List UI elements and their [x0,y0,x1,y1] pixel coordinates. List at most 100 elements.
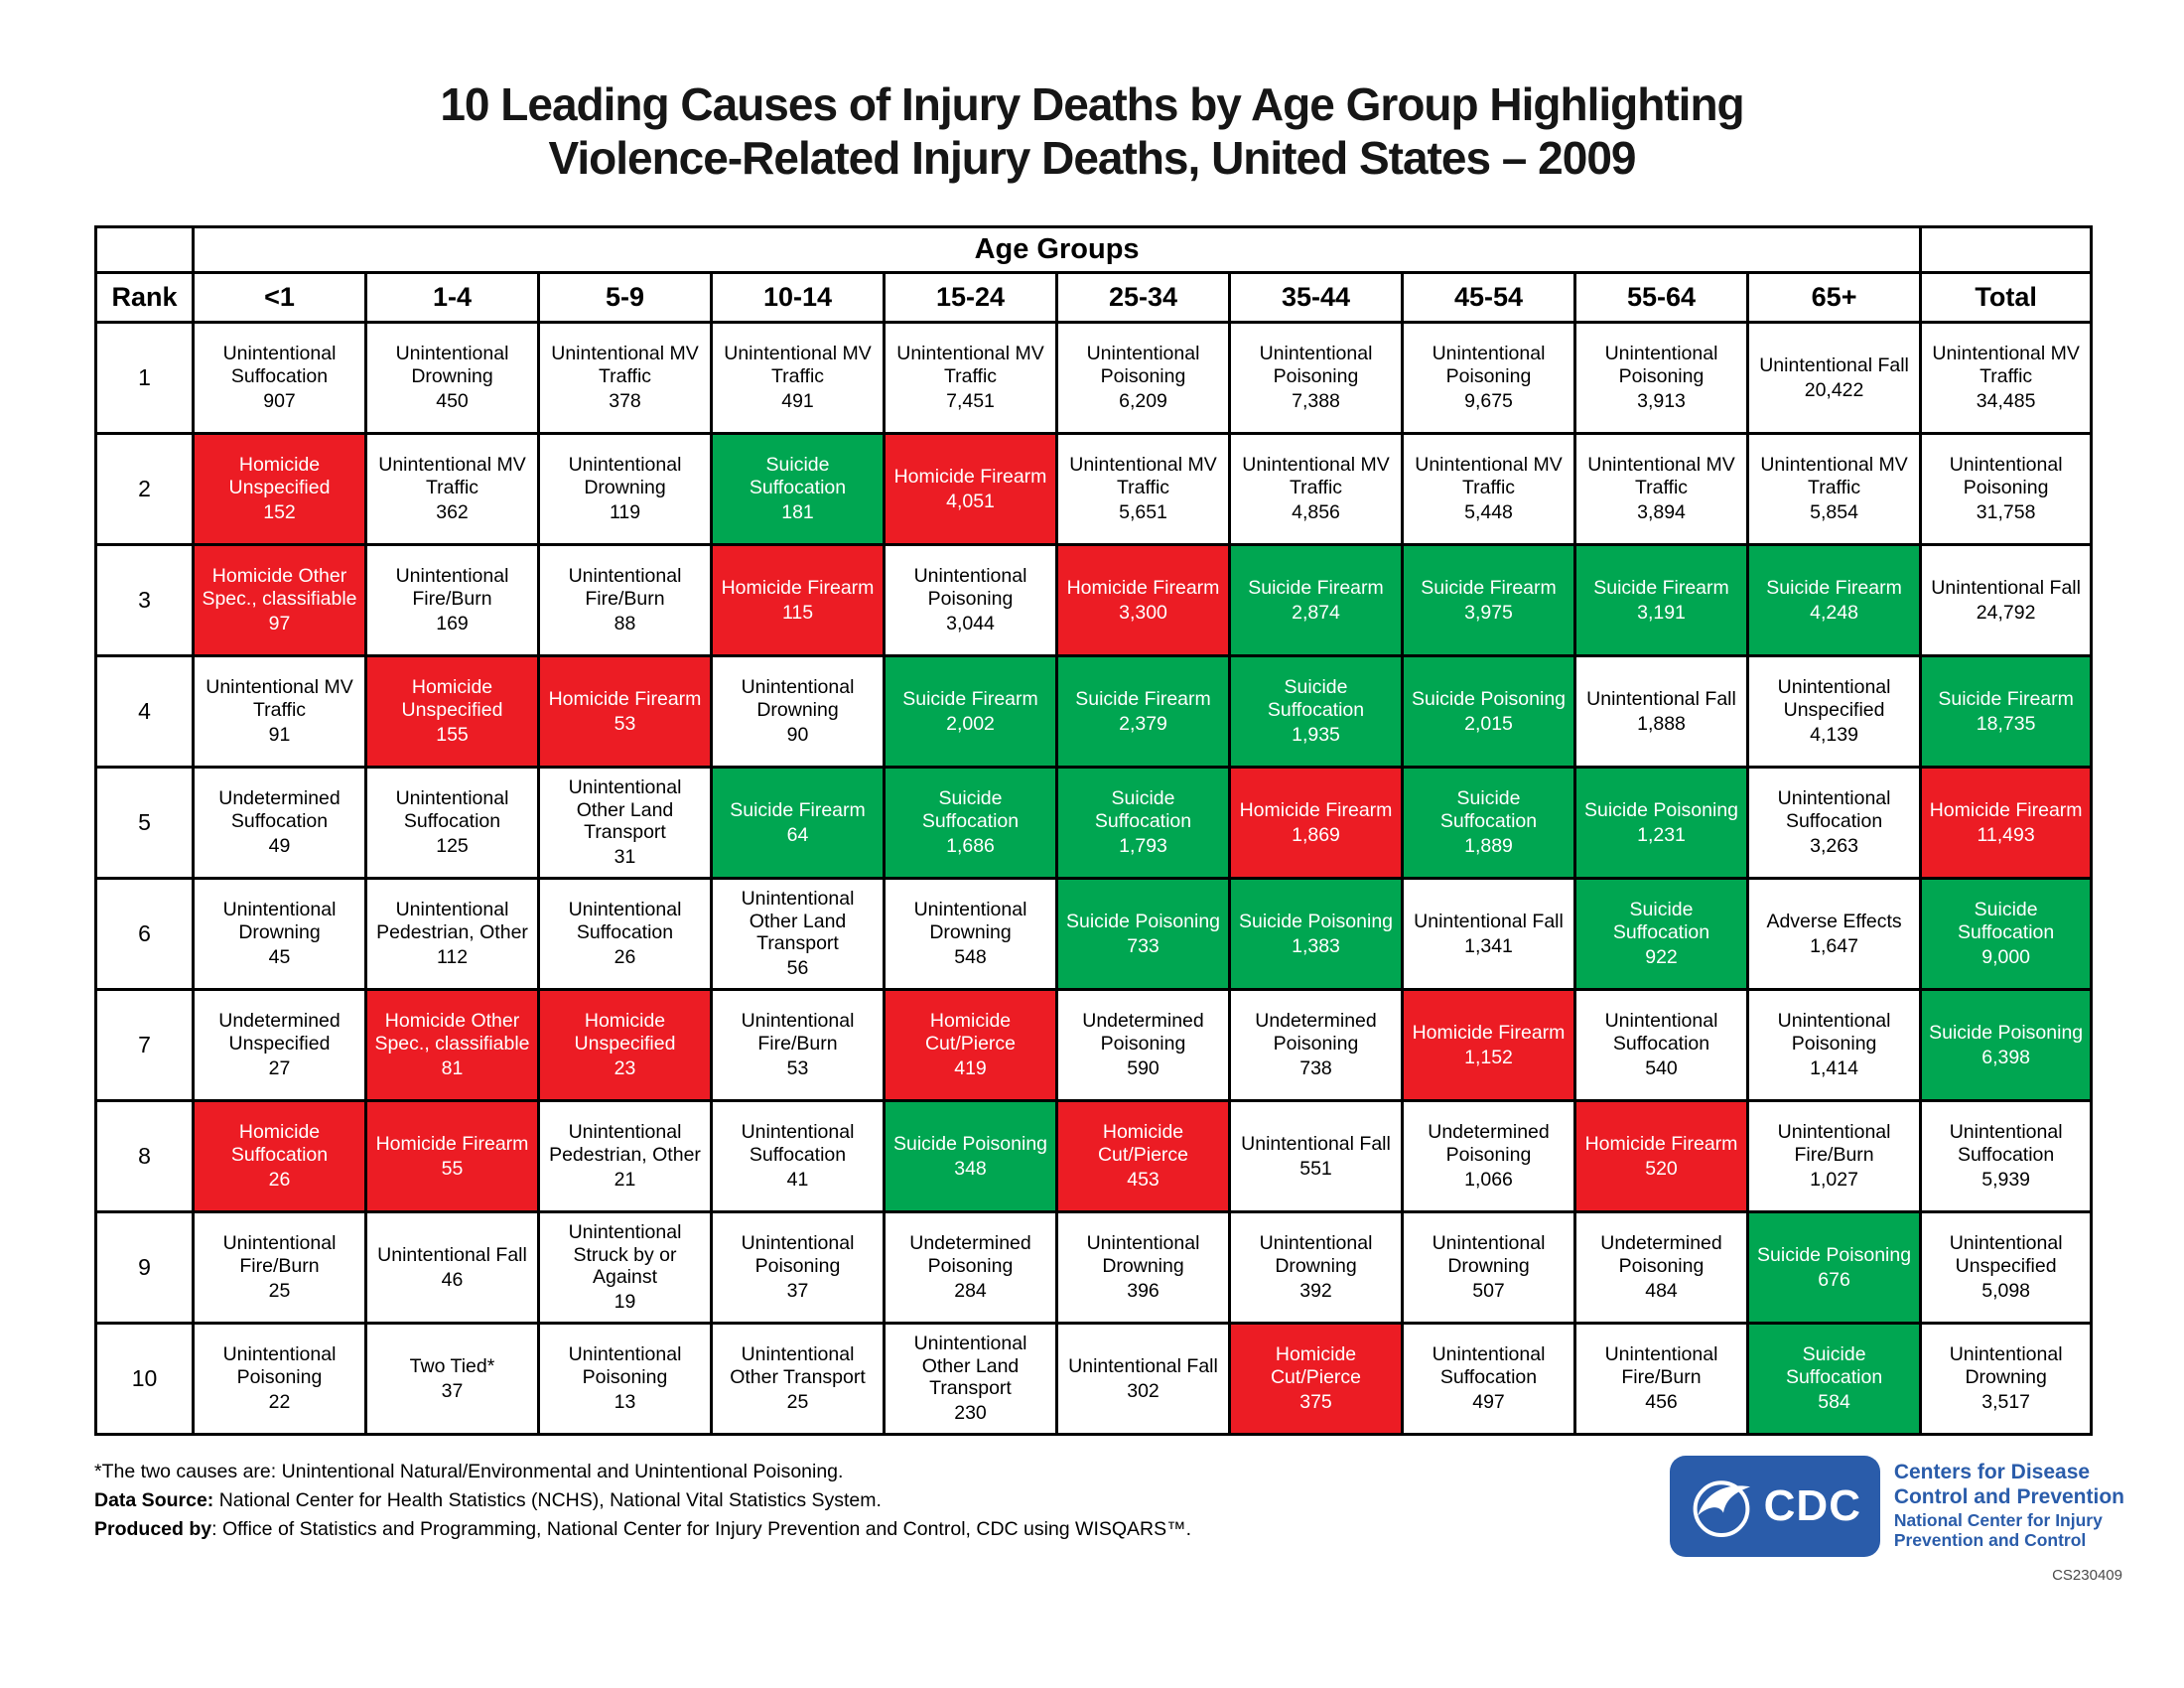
cause-count: 5,098 [1981,1279,2031,1302]
cause-cell: Suicide Firearm 64 [710,765,886,880]
cause-label: Unintentional Other Land Transport [568,776,682,843]
cause-label: Unintentional Other Transport [730,1343,866,1388]
cause-count: 6,209 [1119,389,1167,412]
cause-count: 590 [1127,1056,1160,1079]
cause-cell: Adverse Effects 1,647 [1745,876,1923,991]
cause-label: Homicide Suffocation [230,1121,329,1166]
cause-count: 456 [1645,1390,1678,1413]
cause-cell: Suicide Poisoning 1,231 [1573,765,1749,880]
cause-label: Unintentional Poisoning [913,565,1027,610]
cause-count: 119 [609,500,641,523]
cause-label: Homicide Unspecified [401,676,503,721]
cause-label: Unintentional MV Traffic [1760,454,1908,498]
cause-count: 348 [954,1157,987,1180]
cause-label: Unintentional Fall [1414,910,1564,932]
cause-cell: Unintentional Other Land Transport 56 [710,876,886,991]
column-header: <1 [192,270,367,324]
cause-label: Suicide Firearm [1075,687,1211,710]
cdc-logo-row: CDC Centers for Disease Control and Prev… [1669,1455,2124,1557]
cause-cell: Unintentional Suffocation 26 [537,876,713,991]
cause-count: 37 [786,1279,809,1302]
cdc-org-text: Centers for Disease Control and Preventi… [1894,1461,2124,1551]
cause-label: Homicide Firearm [893,465,1047,488]
cause-label: Undetermined Poisoning [1428,1121,1550,1166]
cause-cell: Unintentional Fire/Burn 25 [192,1209,367,1325]
cause-count: 3,894 [1637,500,1686,523]
cause-count: 922 [1645,945,1678,968]
cause-count: 1,889 [1464,834,1513,857]
cause-label: Suicide Poisoning [1583,798,1739,821]
cause-label: Unintentional Drowning [1086,1232,1200,1277]
cause-count: 1,935 [1292,723,1340,746]
cause-count: 27 [268,1056,291,1079]
cause-cell: Unintentional Fall 20,422 [1745,320,1923,435]
cause-cell: Suicide Suffocation 1,686 [883,765,1058,880]
cause-cell: Homicide Firearm 3,300 [1055,542,1231,657]
rank-cell: 4 [94,653,195,769]
cause-label: Homicide Firearm [1584,1132,1738,1155]
cause-count: 3,300 [1119,601,1167,624]
cause-count: 20,422 [1804,378,1864,401]
cause-label: Unintentional Fall [377,1243,527,1266]
cause-count: 3,913 [1637,389,1686,412]
cause-count: 155 [436,723,469,746]
cause-cell: Homicide Firearm 55 [364,1098,540,1213]
cause-label: Unintentional Fire/Burn [1604,1343,1718,1388]
corner-spacer [1919,224,2094,274]
cause-label: Unintentional Suffocation [1949,1121,2063,1166]
column-header: 1-4 [364,270,540,324]
cause-label: Unintentional Struck by or Against [568,1221,682,1288]
cause-label: Unintentional MV Traffic [205,676,353,721]
cause-count: 419 [954,1056,987,1079]
cause-label: Suicide Firearm [730,798,866,821]
cause-cell: Unintentional Pedestrian, Other 112 [364,876,540,991]
cause-label: Homicide Other Spec., classifiable [202,565,357,610]
cause-cell: Homicide Other Spec., classifiable 97 [192,542,367,657]
cause-label: Unintentional Drowning [222,899,337,943]
ncipc-org-line: Prevention and Control [1893,1530,2087,1551]
cause-count: 507 [1472,1279,1505,1302]
cause-cell: Unintentional Fall 46 [364,1209,540,1325]
cause-cell: Unintentional Drowning 45 [192,876,367,991]
cause-label: Homicide Firearm [1066,576,1220,599]
cause-label: Unintentional Unspecified [1777,676,1891,721]
cause-cell: Suicide Poisoning 733 [1055,876,1231,991]
cause-cell: Suicide Suffocation 922 [1573,876,1749,991]
cause-label: Unintentional Suffocation [568,899,682,943]
cause-label: Unintentional Fall [1586,687,1736,710]
hhs-eagle-icon [1693,1479,1750,1537]
cause-count: 5,854 [1810,500,1858,523]
cause-count: 7,451 [946,389,995,412]
cause-cell: Unintentional MV Traffic 3,894 [1573,431,1749,546]
cause-cell: Unintentional Poisoning 37 [710,1209,886,1325]
cause-label: Suicide Suffocation [921,787,1020,832]
cause-count: 181 [781,500,814,523]
cause-label: Undetermined Poisoning [1255,1010,1377,1055]
cause-count: 1,341 [1464,934,1513,957]
cause-label: Unintentional MV Traffic [1587,454,1735,498]
rank-cell: 5 [94,765,195,880]
cause-count: 152 [263,500,296,523]
cause-label: Homicide Firearm [1239,798,1393,821]
cause-cell: Unintentional Suffocation 3,263 [1745,765,1923,880]
cause-label: Suicide Firearm [1248,576,1384,599]
cause-count: 484 [1645,1279,1678,1302]
cause-label: Suicide Poisoning [1065,910,1221,932]
cause-cell: Unintentional Suffocation 907 [192,320,367,435]
rank-cell: 2 [94,431,195,546]
cause-count: 37 [441,1379,464,1402]
cause-count: 5,448 [1464,500,1513,523]
cause-label: Unintentional Pedestrian, Other [376,899,528,943]
cause-label: Undetermined Poisoning [1082,1010,1204,1055]
cause-label: Unintentional Other Land Transport [913,1333,1027,1399]
cause-label: Unintentional Fire/Burn [1777,1121,1891,1166]
cause-count: 21 [614,1168,636,1191]
cause-cell: Unintentional Poisoning 9,675 [1401,320,1576,435]
cause-cell: Suicide Suffocation 584 [1745,1321,1923,1436]
table-row: 4 Unintentional MV Traffic 91 Homicide Unsp… [94,653,2094,769]
cause-label: Unintentional Poisoning [568,1343,682,1388]
table-row: 5 Undetermined Suffocation 49 Unintentional… [94,765,2094,880]
cause-count: 450 [436,389,469,412]
cause-cell: Unintentional Drowning 3,517 [1919,1321,2094,1436]
